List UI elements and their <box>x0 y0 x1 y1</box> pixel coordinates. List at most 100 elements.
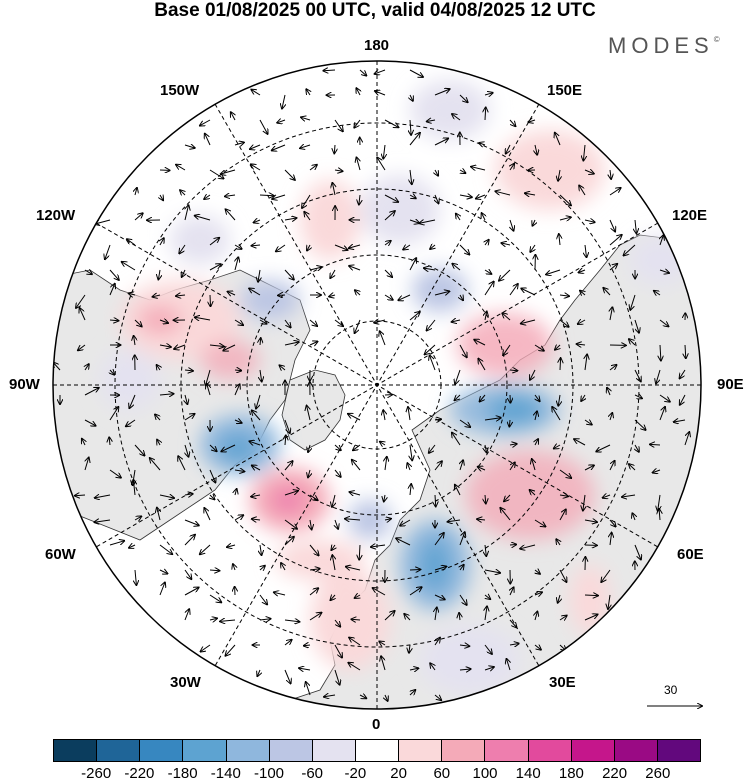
label-150w: 150W <box>160 82 200 99</box>
wind-vector <box>559 295 569 296</box>
wind-vector <box>419 220 436 223</box>
wind-vector <box>685 344 686 358</box>
wind-vector <box>184 145 195 148</box>
wind-vector <box>596 444 611 452</box>
wind-vector <box>377 158 386 171</box>
wind-vector <box>434 139 448 146</box>
wind-vector <box>281 563 285 571</box>
wind-vector <box>434 89 450 96</box>
wind-vector <box>209 238 219 246</box>
wind-vector <box>584 615 598 621</box>
wind-vector <box>227 545 236 547</box>
wind-vector <box>500 508 511 521</box>
wind-vector <box>452 433 461 446</box>
wind-vector <box>610 307 612 321</box>
wind-vector <box>684 432 689 446</box>
wind-vector <box>309 165 317 171</box>
label-120e: 120E <box>672 207 708 224</box>
meridians <box>53 61 701 709</box>
wind-vector <box>85 458 89 471</box>
wind-vector <box>135 569 136 585</box>
colorbar-segment <box>140 740 184 761</box>
wind-vector <box>584 220 595 222</box>
wind-vector <box>184 535 195 546</box>
wind-vector <box>235 489 237 496</box>
wind-vector <box>359 194 360 205</box>
wind-vector <box>430 356 436 371</box>
wind-vector <box>209 570 219 571</box>
wind-vector <box>459 419 470 427</box>
wind-vector <box>585 355 587 371</box>
wind-vector <box>234 515 243 521</box>
wind-vector <box>184 494 193 495</box>
wind-vector <box>250 145 261 149</box>
wind-vector <box>409 644 410 653</box>
wind-vector <box>384 294 393 300</box>
wind-vector <box>249 289 261 296</box>
wind-vector <box>410 169 412 184</box>
wind-vector <box>184 609 189 621</box>
wind-vector <box>452 264 461 271</box>
wind-vector <box>559 194 571 205</box>
wind-vector <box>306 89 310 96</box>
map-boundary <box>52 60 702 710</box>
colorbar-tick-label: -180 <box>167 765 198 782</box>
wind-vector <box>509 545 516 546</box>
wind-vector <box>534 645 541 650</box>
wind-vector <box>308 444 310 452</box>
wind-vector <box>409 133 420 146</box>
wind-vector <box>509 644 519 646</box>
wind-vector <box>499 269 511 281</box>
wind-vector <box>434 695 441 700</box>
wind-vector <box>427 319 436 331</box>
wind-vector <box>459 669 471 670</box>
wind-vector <box>308 469 310 477</box>
wind-vector <box>452 114 461 121</box>
wind-vector <box>384 611 395 621</box>
wind-vector <box>126 419 136 426</box>
wind-vector <box>155 415 160 421</box>
wind-vector <box>335 519 338 529</box>
wind-vector <box>535 411 537 421</box>
anomaly-pos-west-russia <box>465 450 595 540</box>
wind-vector <box>521 289 536 296</box>
wind-vector <box>509 619 517 627</box>
wind-vector <box>332 183 335 196</box>
wind-vector <box>410 119 411 135</box>
wind-vector <box>434 594 445 599</box>
wind-vector <box>506 144 510 154</box>
wind-vector <box>176 295 186 296</box>
wind-vector <box>509 119 515 126</box>
wind-vector <box>284 669 291 683</box>
wind-vector <box>95 495 111 498</box>
wind-vector <box>385 694 388 701</box>
wind-vector <box>359 695 366 698</box>
wind-vector <box>435 608 437 621</box>
wind-vector <box>234 142 244 145</box>
wind-vector <box>434 461 442 471</box>
wind-vector <box>559 319 569 327</box>
wind-vector <box>380 442 385 445</box>
wind-vector <box>129 545 136 548</box>
wind-vector <box>381 656 386 671</box>
wind-vector <box>427 120 436 122</box>
wind-vector <box>345 519 361 520</box>
wind-vector <box>385 457 387 471</box>
wind-vector <box>634 395 642 398</box>
wind-vector <box>259 594 267 604</box>
wind-vector <box>351 619 361 620</box>
wind-vector <box>585 244 587 257</box>
wind-vector <box>484 418 501 420</box>
colorbar-tick-label: -20 <box>344 765 367 782</box>
wind-vector <box>184 414 195 421</box>
wind-vector <box>234 319 243 325</box>
wind-vector <box>495 191 511 196</box>
wind-vector <box>334 669 340 685</box>
wind-vector <box>309 494 318 500</box>
wind-vector <box>434 567 446 571</box>
wind-vector <box>485 595 490 599</box>
wind-vector <box>221 444 236 451</box>
wind-vector <box>260 338 261 346</box>
wind-vector <box>284 419 290 433</box>
